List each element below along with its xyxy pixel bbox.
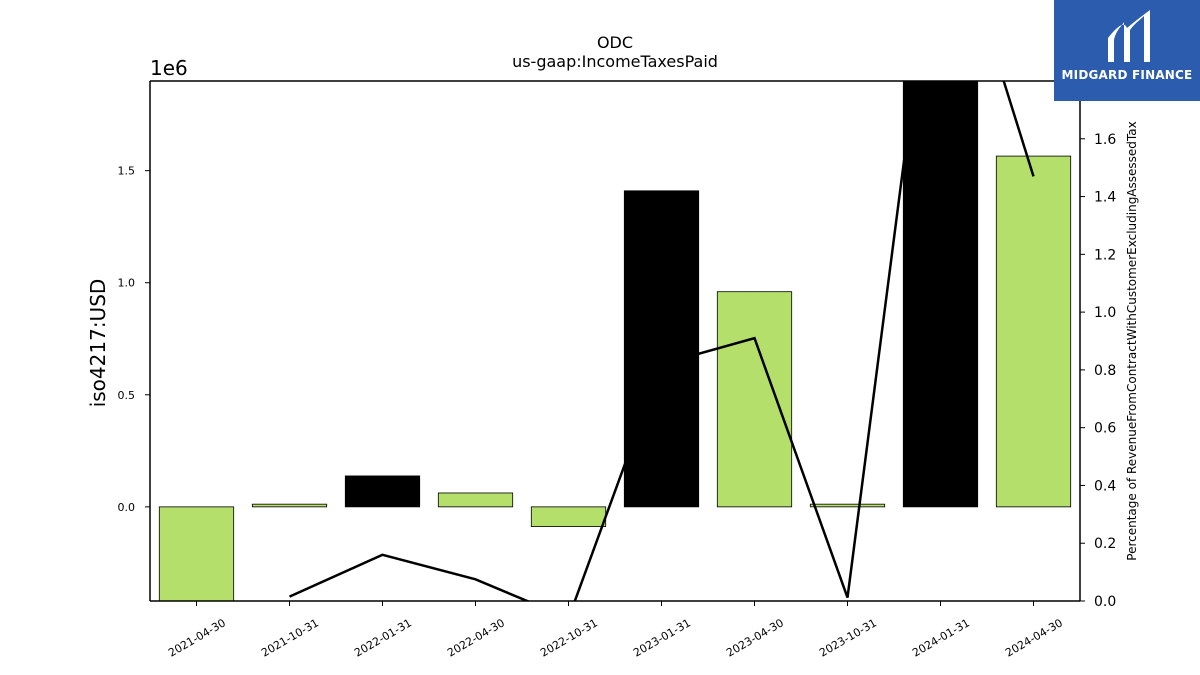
- y-offset-label: 1e6: [150, 56, 188, 80]
- chart-title: ODC: [597, 33, 633, 52]
- x-tick-label: 2023-04-30: [724, 616, 786, 659]
- x-tick-label: 2021-10-31: [259, 616, 321, 659]
- x-tick-label: 2022-04-30: [445, 616, 507, 659]
- x-tick-label: 2023-01-31: [631, 616, 693, 659]
- y-tick-label: 1.5: [118, 165, 136, 178]
- midgard-finance-logo: MIDGARD FINANCE: [1054, 0, 1200, 101]
- y2-tick-label: 0.4: [1094, 478, 1116, 494]
- y-tick-label: 1.0: [118, 277, 136, 290]
- bar: [158, 506, 235, 601]
- logo-mark-icon: [1108, 10, 1150, 62]
- y2-axis-label: Percentage of RevenueFromContractWithCus…: [1125, 121, 1139, 560]
- x-tick-label: 2024-04-30: [1003, 616, 1065, 659]
- x-tick-label: 2023-10-31: [817, 616, 879, 659]
- x-tick-label: 2021-04-30: [166, 616, 228, 659]
- x-tick-label: 2022-10-31: [538, 616, 600, 659]
- y2-tick-label: 1.2: [1094, 247, 1116, 263]
- y-axis-label: iso4217:USD: [86, 279, 110, 408]
- bar: [623, 190, 700, 508]
- chart-subtitle: us-gaap:IncomeTaxesPaid: [512, 52, 718, 71]
- y2-tick-label: 0.6: [1094, 421, 1116, 437]
- y2-tick-label: 0.0: [1094, 594, 1116, 610]
- bar: [437, 492, 514, 508]
- x-tick-label: 2022-01-31: [352, 616, 414, 659]
- bar: [902, 81, 979, 508]
- logo-text: MIDGARD FINANCE: [1061, 68, 1193, 82]
- bar: [809, 503, 886, 508]
- y2-tick-label: 0.2: [1094, 536, 1116, 552]
- bar: [251, 503, 328, 508]
- bar: [716, 291, 793, 508]
- y2-tick-label: 1.0: [1094, 305, 1116, 321]
- y-tick-label: 0.0: [118, 501, 136, 514]
- y2-tick-label: 0.8: [1094, 363, 1116, 379]
- bar: [344, 475, 421, 508]
- x-tick-label: 2024-01-31: [910, 616, 972, 659]
- bar: [530, 506, 607, 527]
- series-line: [288, 81, 1035, 601]
- bar: [995, 155, 1072, 508]
- y2-tick-label: 1.6: [1094, 132, 1116, 148]
- y-tick-label: 0.5: [118, 389, 136, 402]
- y2-tick-label: 1.4: [1094, 190, 1116, 206]
